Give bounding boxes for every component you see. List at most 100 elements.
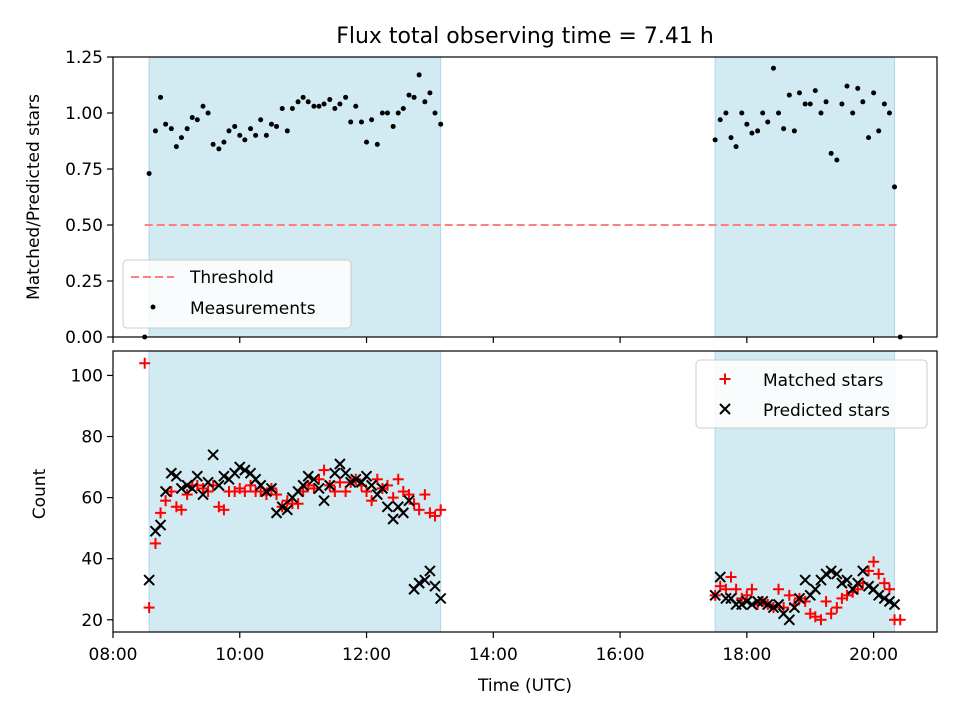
predicted-star-point — [888, 598, 901, 611]
top-observing-window-2 — [714, 56, 896, 338]
measurement-point — [289, 106, 295, 112]
predicted-star-point — [756, 595, 769, 608]
predicted-star-point — [788, 601, 801, 614]
measurement-point — [216, 146, 222, 152]
measurement-point — [860, 99, 866, 105]
predicted-star-point — [772, 598, 785, 611]
measurement-point — [422, 99, 428, 105]
predicted-star-point — [809, 583, 822, 595]
chart-title: Flux total observing time = 7.41 h — [336, 24, 714, 49]
predicted-star-point — [783, 614, 796, 626]
measurement-point — [728, 135, 734, 141]
bottom-ytick-label: 20 — [81, 611, 103, 631]
matched-star-point — [143, 602, 155, 614]
predicted-star-point — [360, 470, 373, 482]
measurement-point — [343, 94, 349, 100]
legend-threshold-label: Threshold — [189, 268, 274, 288]
measurement-point — [770, 65, 776, 71]
predicted-star-point — [334, 458, 346, 470]
predicted-star-point — [878, 592, 891, 605]
matched-star-point — [746, 583, 758, 595]
matched-star-point — [714, 580, 726, 592]
legend-measurements-swatch — [150, 304, 156, 310]
matched-star-point — [873, 568, 885, 580]
legend-measurements-label: Measurements — [190, 299, 316, 319]
measurement-point — [353, 103, 359, 109]
measurement-point — [284, 128, 290, 134]
measurement-point — [358, 119, 364, 125]
predicted-star-point — [218, 470, 230, 482]
predicted-star-point — [234, 461, 246, 473]
matched-star-point — [361, 486, 373, 497]
measurement-point — [311, 103, 317, 109]
predicted-star-point — [381, 501, 394, 513]
predicted-star-point — [186, 482, 198, 495]
legend-matched-swatch — [719, 373, 731, 385]
matched-star-point — [413, 504, 425, 516]
predicted-star-point — [831, 568, 843, 580]
measurement-point — [844, 83, 850, 89]
predicted-star-point — [339, 467, 352, 479]
measurement-point — [749, 130, 755, 136]
measurement-point — [871, 90, 877, 96]
measurement-point — [886, 110, 892, 116]
predicted-star-point — [767, 601, 780, 614]
predicted-star-point — [239, 464, 251, 476]
measurement-point — [755, 128, 761, 134]
matched-star-point — [329, 486, 341, 497]
measurement-point — [744, 121, 750, 127]
measurement-point — [152, 128, 158, 134]
top-ytick-label: 0.50 — [65, 216, 103, 236]
predicted-star-point — [825, 565, 837, 577]
top-ytick-label: 1.00 — [65, 104, 103, 124]
measurement-point — [828, 150, 834, 156]
measurement-point — [723, 110, 729, 116]
bottom-legend: Matched stars Predicted stars — [695, 359, 928, 429]
matched-star-point — [149, 537, 161, 549]
measurement-point — [332, 106, 338, 112]
predicted-star-point — [365, 479, 378, 492]
matched-star-point — [155, 507, 167, 519]
predicted-star-point — [318, 494, 330, 507]
measurement-point — [818, 110, 824, 116]
bottom-y-axis-label: Count — [30, 468, 50, 519]
predicted-star-point — [197, 488, 209, 501]
predicted-star-point — [736, 598, 748, 611]
measurement-point — [390, 123, 396, 129]
measurement-point — [438, 121, 444, 127]
predicted-star-point — [297, 479, 309, 492]
top-legend: Threshold Measurements — [122, 259, 352, 329]
predicted-star-point — [308, 473, 320, 485]
measurement-point — [855, 85, 861, 91]
predicted-star-point — [762, 598, 774, 611]
top-ytick-label: 0.25 — [65, 272, 103, 292]
bottom-xtick-label: 10:00 — [215, 645, 264, 665]
predicted-star-point — [799, 574, 811, 586]
predicted-star-point — [202, 476, 214, 489]
predicted-star-point — [429, 580, 441, 592]
measurement-point — [406, 92, 412, 98]
bottom-xtick-label: 16:00 — [596, 645, 645, 665]
matched-star-point — [403, 489, 415, 501]
matched-star-point — [207, 479, 219, 491]
top-panel: 0.00 0.25 0.50 0.75 1.00 1.25 Matched/Predict… — [24, 48, 938, 348]
bottom-xtick-label: 20:00 — [849, 645, 898, 665]
measurement-point — [158, 94, 164, 100]
measurement-point — [379, 110, 385, 116]
measurement-point — [733, 144, 739, 150]
bottom-xtick-label: 14:00 — [469, 645, 518, 665]
matched-star-point — [292, 498, 304, 510]
predicted-star-point — [207, 449, 219, 461]
matched-star-point — [392, 473, 404, 485]
measurement-point — [796, 90, 802, 96]
matched-star-point — [318, 464, 330, 476]
measurement-point — [823, 99, 829, 105]
matched-star-point — [841, 589, 853, 601]
measurement-point — [776, 110, 782, 116]
matched-star-point — [778, 602, 790, 614]
measurement-point — [168, 126, 174, 132]
matched-star-point — [160, 495, 172, 507]
predicted-star-point — [746, 598, 758, 611]
measurement-point — [416, 72, 422, 78]
matched-star-point — [820, 595, 832, 607]
